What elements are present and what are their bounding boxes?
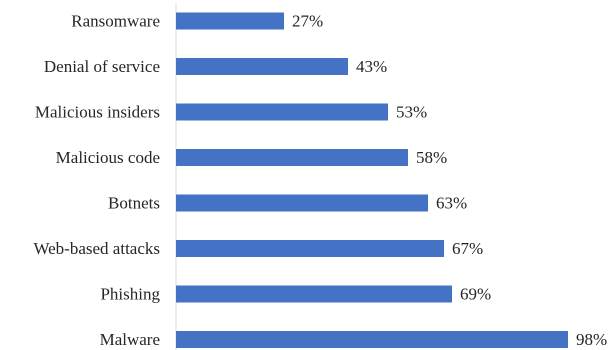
- value-label: 43%: [356, 57, 387, 76]
- bar-0: [176, 12, 284, 30]
- bar-5: [176, 240, 444, 257]
- bar-group: [176, 12, 568, 348]
- category-label: Phishing: [100, 285, 160, 304]
- value-label: 98%: [576, 330, 607, 349]
- category-label: Denial of service: [44, 57, 160, 76]
- value-label: 69%: [460, 285, 491, 304]
- value-label-group: 27% 43% 53% 58% 63% 67% 69% 98%: [292, 12, 607, 350]
- value-label: 58%: [416, 148, 447, 167]
- category-label: Malicious insiders: [35, 103, 160, 122]
- value-label: 27%: [292, 12, 323, 31]
- value-label: 63%: [436, 194, 467, 213]
- bar-1: [176, 58, 348, 75]
- bar-4: [176, 194, 428, 212]
- category-label: Malicious code: [56, 148, 160, 167]
- category-label-group: Ransomware Denial of service Malicious ins…: [33, 12, 160, 350]
- bar-3: [176, 149, 408, 166]
- category-label: Malware: [100, 330, 160, 349]
- category-label: Ransomware: [71, 12, 160, 31]
- bar-2: [176, 103, 388, 121]
- category-label: Web-based attacks: [33, 239, 160, 258]
- bar-6: [176, 285, 452, 303]
- bar-7: [176, 331, 568, 348]
- category-label: Botnets: [108, 194, 160, 213]
- value-label: 53%: [396, 103, 427, 122]
- value-label: 67%: [452, 239, 483, 258]
